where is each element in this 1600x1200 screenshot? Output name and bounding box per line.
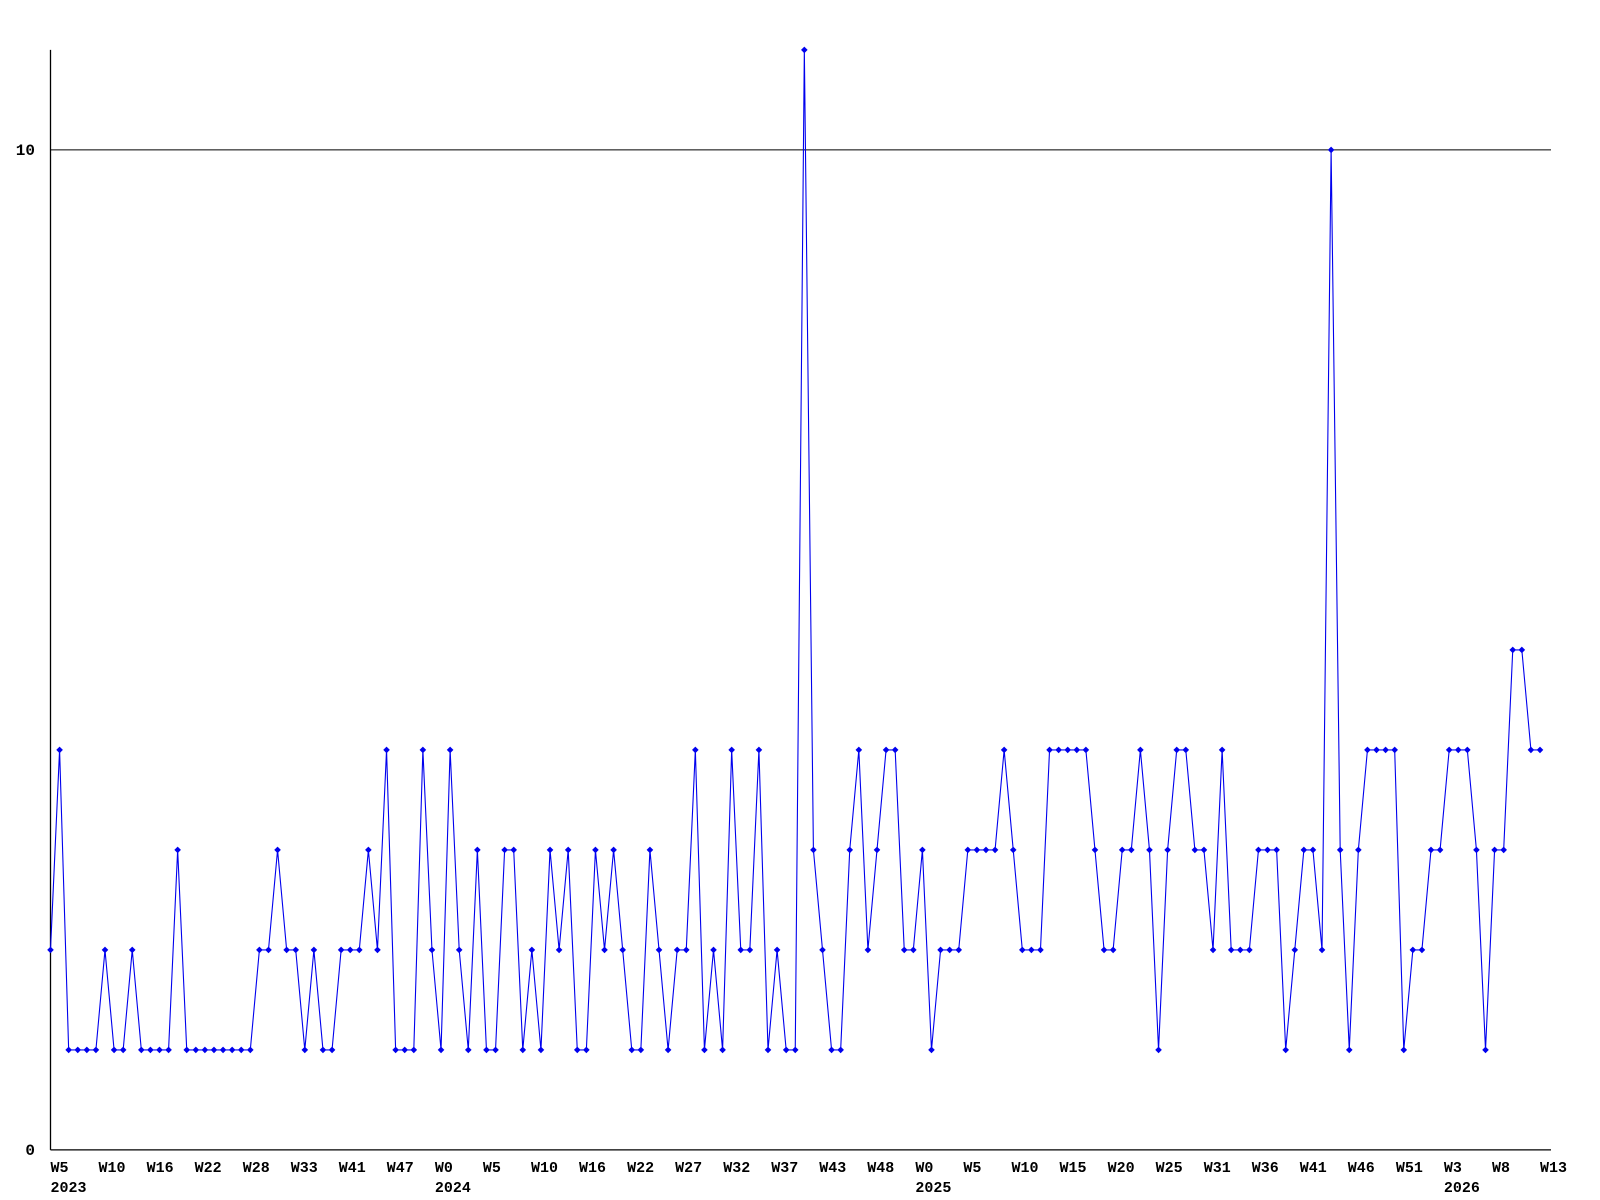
svg-text:W47: W47 bbox=[387, 1160, 414, 1177]
svg-text:10: 10 bbox=[16, 142, 35, 160]
svg-text:W0: W0 bbox=[915, 1160, 933, 1177]
svg-text:W22: W22 bbox=[195, 1160, 222, 1177]
svg-text:2026: 2026 bbox=[1444, 1180, 1480, 1197]
svg-text:W13: W13 bbox=[1540, 1160, 1567, 1177]
svg-text:W28: W28 bbox=[243, 1160, 270, 1177]
svg-text:2023: 2023 bbox=[51, 1180, 87, 1197]
svg-text:W27: W27 bbox=[675, 1160, 702, 1177]
svg-text:W43: W43 bbox=[819, 1160, 846, 1177]
svg-text:W36: W36 bbox=[1252, 1160, 1279, 1177]
svg-text:W5: W5 bbox=[483, 1160, 501, 1177]
svg-text:W46: W46 bbox=[1348, 1160, 1375, 1177]
svg-text:W15: W15 bbox=[1060, 1160, 1087, 1177]
svg-text:W20: W20 bbox=[1108, 1160, 1135, 1177]
svg-text:W5: W5 bbox=[963, 1160, 981, 1177]
svg-text:W10: W10 bbox=[99, 1160, 126, 1177]
svg-text:W10: W10 bbox=[1012, 1160, 1039, 1177]
svg-text:W32: W32 bbox=[723, 1160, 750, 1177]
svg-text:W8: W8 bbox=[1492, 1160, 1510, 1177]
svg-text:W5: W5 bbox=[51, 1160, 69, 1177]
svg-text:2025: 2025 bbox=[915, 1180, 951, 1197]
svg-text:W51: W51 bbox=[1396, 1160, 1423, 1177]
svg-text:W48: W48 bbox=[867, 1160, 894, 1177]
svg-text:W41: W41 bbox=[339, 1160, 366, 1177]
svg-text:W41: W41 bbox=[1300, 1160, 1327, 1177]
svg-text:W16: W16 bbox=[147, 1160, 174, 1177]
svg-text:W16: W16 bbox=[579, 1160, 606, 1177]
svg-text:W10: W10 bbox=[531, 1160, 558, 1177]
svg-text:W37: W37 bbox=[771, 1160, 798, 1177]
svg-text:W31: W31 bbox=[1204, 1160, 1231, 1177]
svg-text:W0: W0 bbox=[435, 1160, 453, 1177]
svg-text:2024: 2024 bbox=[435, 1180, 471, 1197]
svg-text:W33: W33 bbox=[291, 1160, 318, 1177]
svg-text:W22: W22 bbox=[627, 1160, 654, 1177]
svg-text:W3: W3 bbox=[1444, 1160, 1462, 1177]
svg-text:W25: W25 bbox=[1156, 1160, 1183, 1177]
svg-text:0: 0 bbox=[25, 1142, 35, 1160]
